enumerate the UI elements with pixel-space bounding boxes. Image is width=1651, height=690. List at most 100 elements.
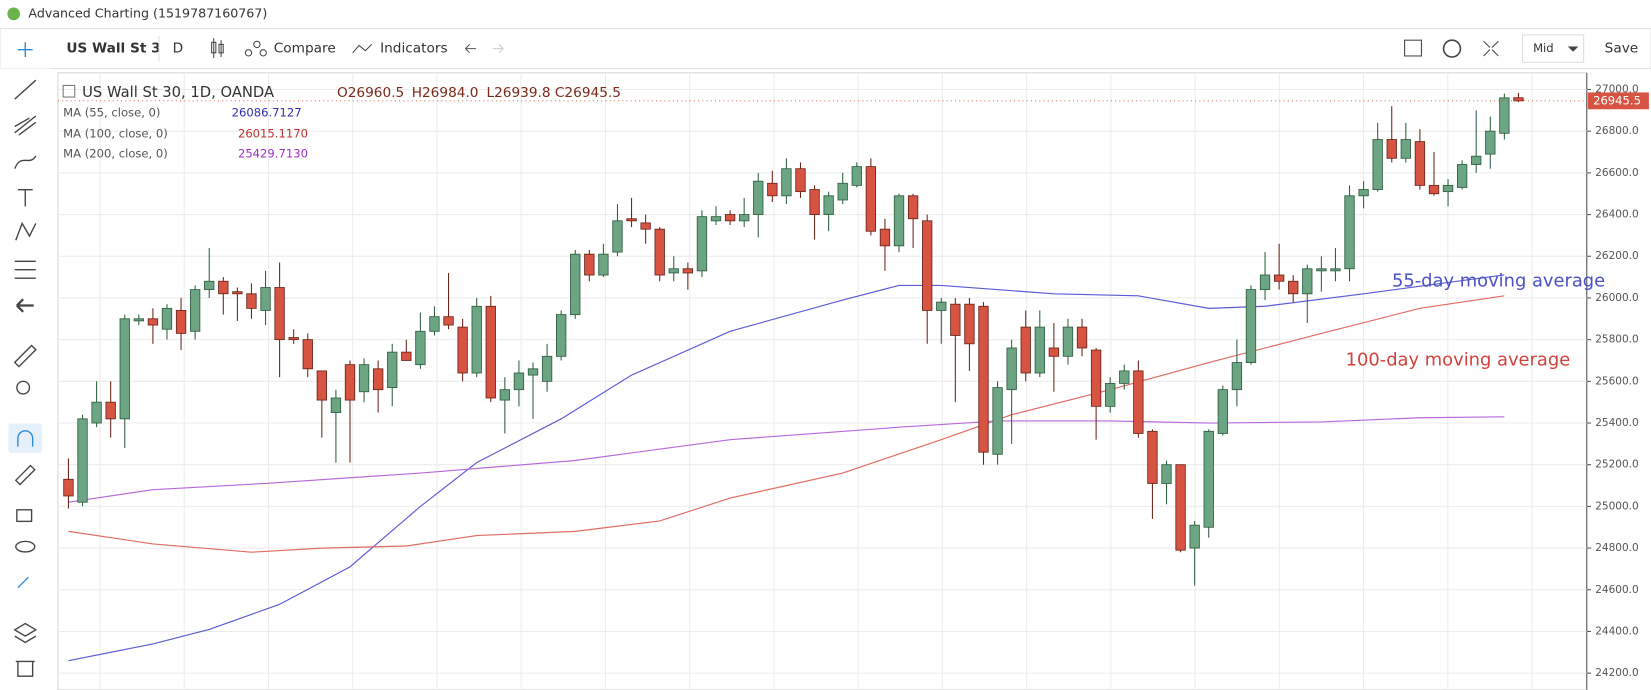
y-tick-label: 24400.0 (1595, 625, 1639, 637)
y-tick-label: 26000.0 (1595, 292, 1639, 304)
candle-body (204, 280, 215, 291)
candle-body (626, 218, 637, 222)
candle-body (795, 168, 806, 193)
candle-body (964, 303, 975, 345)
fib-tool[interactable] (14, 115, 37, 136)
compare-icon[interactable] (244, 40, 267, 57)
candle-body (1358, 189, 1369, 197)
link-tool[interactable] (17, 576, 29, 589)
candle-body (696, 216, 708, 272)
window-title: Advanced Charting (1519787160767) (28, 5, 267, 20)
ruler-tool[interactable] (13, 344, 37, 368)
collapse-box[interactable] (62, 84, 76, 98)
magnet-bg (8, 423, 43, 453)
candle-body (598, 253, 609, 276)
indicators-button[interactable]: Indicators (380, 41, 448, 57)
legend-open: O26960.5 (337, 85, 404, 101)
candle-body (119, 318, 130, 420)
candle-body (893, 195, 905, 247)
candle-body (1288, 280, 1299, 295)
pattern-tool[interactable] (15, 221, 37, 241)
candle-body (823, 195, 834, 215)
candle-body (161, 307, 173, 330)
app-icon (7, 7, 21, 21)
candle-body (387, 351, 398, 389)
candle-body (710, 216, 722, 222)
candle-body (372, 368, 384, 391)
trend-line-tool[interactable] (14, 79, 37, 100)
y-tick-label: 25000.0 (1595, 500, 1639, 512)
candle-body (1273, 274, 1285, 282)
stay-drawing[interactable] (14, 464, 36, 486)
candle-body (77, 418, 88, 503)
candle-body (1372, 139, 1383, 190)
candle-body (570, 253, 581, 316)
candle-body (218, 280, 229, 295)
save-button[interactable]: Save (1605, 41, 1639, 57)
back-tool[interactable] (16, 298, 34, 313)
candle-body (541, 355, 553, 382)
candle-body (950, 303, 961, 336)
brush-tool[interactable] (14, 155, 37, 169)
zoom-tool[interactable] (16, 380, 31, 395)
legend-title: US Wall St 30, 1D, OANDA (82, 84, 274, 101)
undo[interactable] (465, 44, 476, 54)
y-tick-label: 24600.0 (1595, 584, 1639, 596)
layers-tool[interactable] (13, 622, 38, 644)
trash-tool[interactable] (15, 660, 35, 677)
magnet-tool[interactable] (17, 430, 34, 447)
last-price-tag (1587, 92, 1649, 110)
settings[interactable] (1442, 39, 1462, 58)
candle-body (1175, 464, 1186, 551)
eye-tool[interactable] (15, 540, 36, 553)
candle-body (837, 182, 848, 201)
candle-body (936, 301, 947, 311)
interval[interactable]: D (173, 41, 184, 57)
candle-body (344, 364, 356, 401)
candle-body (1133, 370, 1144, 434)
y-tick-label: 26200.0 (1595, 250, 1639, 262)
text-tool[interactable] (17, 189, 33, 207)
symbol[interactable]: US Wall St 3 (66, 41, 160, 57)
study-value: 26015.1170 (238, 126, 308, 140)
redo[interactable] (492, 44, 504, 54)
chart-style-icon[interactable] (211, 38, 224, 59)
candle-body (232, 291, 243, 295)
candle-body (63, 478, 74, 497)
candle-body (1090, 349, 1102, 407)
candle-body (189, 289, 201, 332)
left-toolbar (0, 68, 51, 690)
candle-body (767, 182, 778, 197)
candle-body (175, 310, 187, 334)
expand[interactable] (1483, 40, 1499, 57)
candle-body (274, 287, 285, 341)
candle-body (1062, 326, 1074, 357)
crosshair-tool[interactable] (17, 42, 33, 58)
symbol-button[interactable]: US Wall St 3 (66, 41, 160, 57)
candle-body (147, 318, 159, 326)
price-mode-label[interactable]: Mid (1533, 41, 1554, 55)
candle-body (246, 293, 257, 309)
top-toolbar (0, 28, 1651, 70)
y-tick-label: 25200.0 (1595, 459, 1639, 471)
candle-body (1485, 130, 1496, 155)
candle-body (1471, 155, 1482, 165)
fullscreen-box[interactable] (1404, 39, 1422, 57)
title-bar (0, 0, 1651, 28)
candle-body (640, 222, 651, 230)
candle-body (513, 372, 525, 391)
candle-body (1414, 141, 1426, 186)
candle-body (91, 401, 102, 424)
compare-button[interactable]: Compare (274, 41, 336, 57)
candle-body (471, 305, 482, 374)
lock-tool[interactable] (16, 509, 33, 523)
y-tick-label: 25400.0 (1595, 417, 1639, 429)
candle-body (1456, 164, 1468, 188)
candle-body (1442, 184, 1454, 193)
moving-average-line (68, 274, 1505, 662)
candle-body (1302, 268, 1313, 295)
prediction-tool[interactable] (14, 260, 36, 279)
candle-body (1330, 268, 1341, 272)
candle-body (401, 351, 412, 361)
